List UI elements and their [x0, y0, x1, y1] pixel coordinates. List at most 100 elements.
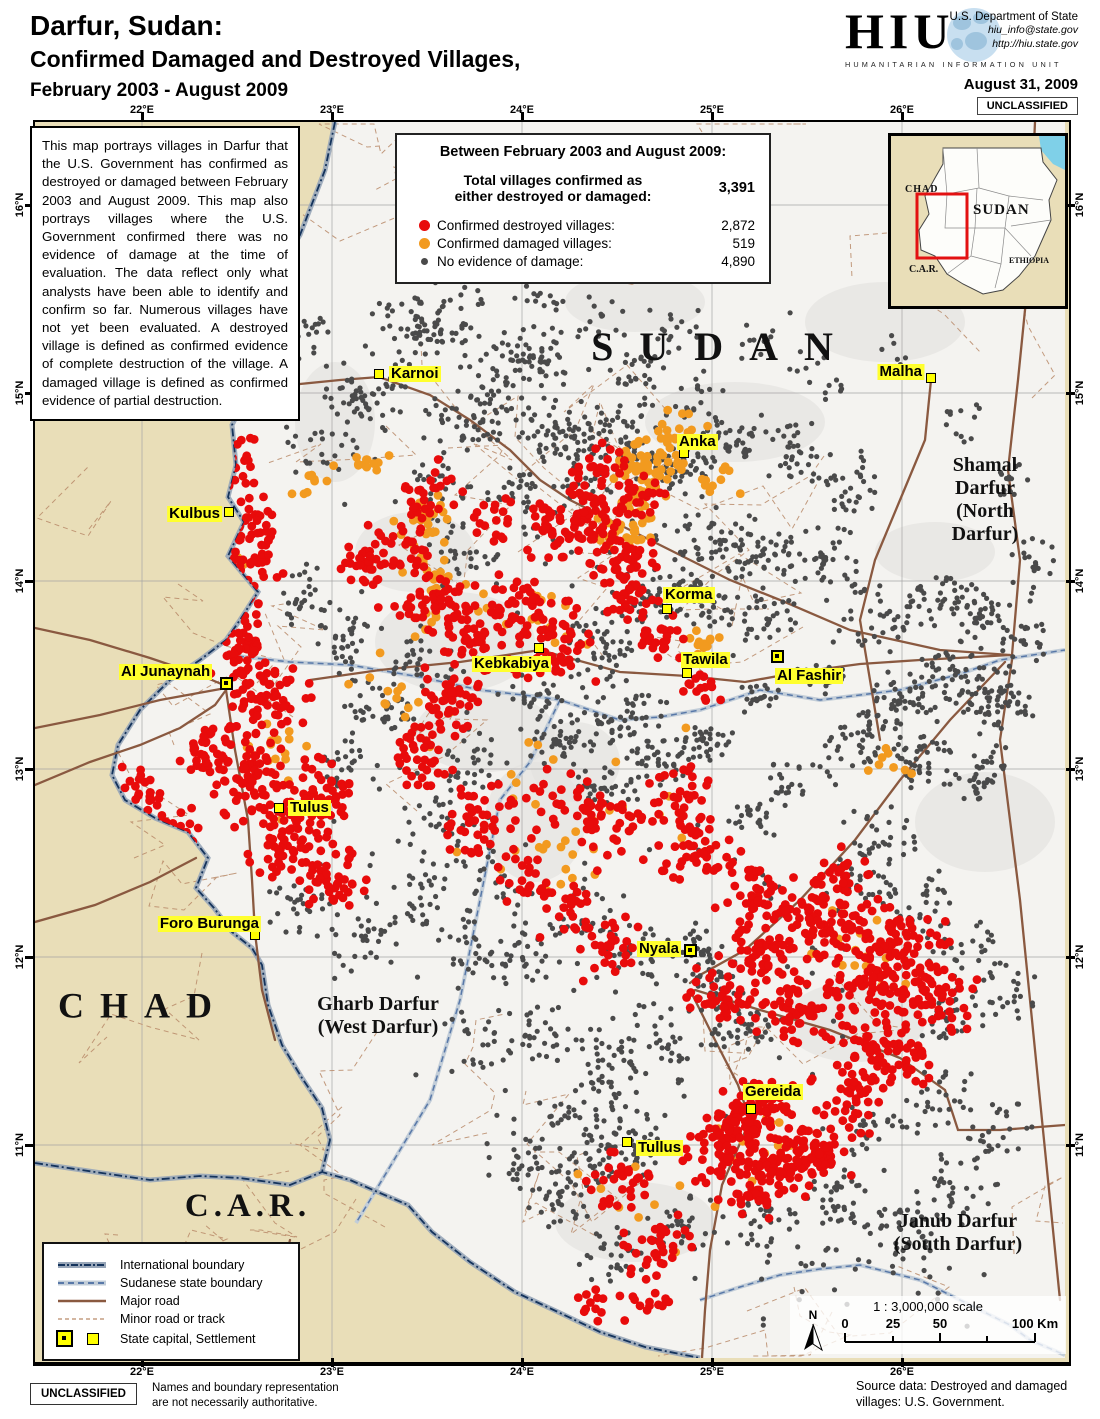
legend-symbols-icon [56, 1330, 108, 1347]
stat-label: No evidence of damage: [437, 254, 584, 269]
inset-label-sudan: SUDAN [973, 202, 1030, 218]
sudan-outline [918, 147, 1058, 295]
lon-label-top: 25°E [700, 104, 724, 116]
hiu-logo: HIU HUMANITARIAN INFORMATION UNIT [845, 3, 1058, 78]
source-note: Source data: Destroyed and damaged villa… [856, 1379, 1068, 1410]
scalebar-tick-label: 50 [932, 1316, 948, 1331]
place-label-gereida: Gereida [743, 1083, 803, 1100]
lat-tick [25, 203, 34, 207]
lon-label-bottom: 26°E [890, 1366, 914, 1378]
lon-tick [520, 112, 524, 121]
red-sea [1039, 136, 1065, 170]
darfur-extent-rect [915, 192, 969, 260]
classification-badge-bottom: UNCLASSIFIED [30, 1383, 137, 1405]
lon-tick [520, 1358, 524, 1367]
lat-tick [25, 1143, 34, 1147]
legend-item-state: Sudanese state boundary [56, 1276, 288, 1290]
lon-tick [710, 112, 714, 121]
damaged-dot-icon [418, 238, 430, 249]
north-arrow-icon: N [804, 1308, 823, 1352]
place-label-tullus: Tullus [636, 1139, 684, 1156]
lon-tick [330, 1358, 334, 1367]
hiu-acronym: HIU [845, 3, 955, 59]
lat-label-right: 11°N [1074, 1133, 1086, 1157]
scalebar-tick-label: 0 [841, 1316, 849, 1331]
place-label-kulbus: Kulbus [167, 505, 222, 522]
region-label-shamal-darfur: Shamal Darfur (North Darfur) [951, 454, 1019, 545]
region-label-gharb-darfur: Gharb Darfur (West Darfur) [317, 993, 439, 1038]
lon-label-bottom: 25°E [700, 1366, 724, 1378]
scalebar-tick-label: 25 [885, 1316, 901, 1331]
boundary-disclaimer: Names and boundary representation are no… [152, 1382, 339, 1409]
place-label-al-junaynah: Al Junaynah [119, 663, 213, 680]
lat-label-right: 13°N [1074, 756, 1086, 782]
lon-label-top: 22°E [130, 104, 154, 116]
settlement-marker-tawila [681, 667, 692, 678]
lat-tick [1066, 203, 1075, 207]
stat-row-destroyed: Confirmed destroyed villages: 2,872 [411, 218, 755, 233]
lon-label-top: 23°E [320, 104, 344, 116]
lon-tick [140, 112, 144, 121]
scalebar-tick-label: 100 Km [1011, 1316, 1059, 1331]
legend-minor-icon [56, 1313, 108, 1325]
legend-label: Major road [120, 1294, 180, 1308]
map-description-text: This map portrays villages in Darfur tha… [42, 138, 288, 408]
statistics-box: Between February 2003 and August 2009: T… [395, 133, 771, 284]
inset-label-ethiopia: ETHIOPIA [1009, 256, 1050, 265]
stat-value: 519 [732, 236, 755, 251]
total-villages-label: Total villages confirmed as either destr… [454, 172, 652, 204]
hiu-unit-name: HUMANITARIAN INFORMATION UNIT [845, 60, 1062, 69]
lon-label-bottom: 22°E [130, 1366, 154, 1378]
place-label-tulus: Tulus [288, 799, 331, 816]
page-date-range: February 2003 - August 2009 [30, 80, 289, 101]
stat-row-none: No evidence of damage: 4,890 [411, 254, 755, 269]
lon-label-bottom: 23°E [320, 1366, 344, 1378]
page-subtitle: Confirmed Damaged and Destroyed Villages… [30, 46, 521, 72]
lat-tick [1066, 767, 1075, 771]
legend-item-symbols: State capital, Settlement [56, 1330, 288, 1347]
region-label-janub-darfur: Janub Darfur (South Darfur) [893, 1210, 1023, 1255]
none-dot-icon [420, 258, 428, 265]
lon-tick [140, 1358, 144, 1367]
lat-label-right: 15°N [1074, 380, 1086, 406]
destroyed-dot-icon [418, 220, 430, 231]
scalebar-ruler [844, 1333, 1036, 1343]
statistics-heading: Between February 2003 and August 2009: [439, 144, 727, 160]
stat-value: 4,890 [721, 254, 755, 269]
legend-major-icon [56, 1295, 108, 1307]
settlement-marker-korma [661, 603, 672, 614]
legend-state-icon [56, 1277, 108, 1289]
place-label-kebkabiya: Kebkabiya [471, 655, 551, 672]
globe-icon [947, 8, 1001, 62]
lon-label-bottom: 24°E [510, 1366, 534, 1378]
legend-items: International boundary Sudanese state bou… [56, 1258, 288, 1347]
place-label-tawila: Tawila [681, 651, 730, 668]
legend-item-minor: Minor road or track [56, 1312, 288, 1326]
scale-ratio-text: 1 : 3,000,000 scale [873, 1299, 983, 1314]
capital-marker-al-fashir [770, 649, 784, 663]
place-label-karnoi: Karnoi [389, 365, 441, 382]
country-label-chad: CHAD [58, 985, 228, 1026]
legend-box: International boundary Sudanese state bou… [42, 1242, 300, 1361]
settlement-marker-kebkabiya [533, 642, 544, 653]
map-date: August 31, 2009 [963, 76, 1078, 93]
legend-label: International boundary [120, 1258, 245, 1272]
lon-label-top: 24°E [510, 104, 534, 116]
place-label-nyala: Nyala [636, 940, 681, 957]
legend-label: State capital, Settlement [120, 1331, 256, 1346]
place-label-anka: Anka [677, 433, 718, 450]
hiu-email: hiu_info@state.gov [987, 24, 1078, 37]
lon-tick [330, 112, 334, 121]
classification-badge-top: UNCLASSIFIED [976, 97, 1078, 115]
stat-label: Confirmed damaged villages: [437, 236, 612, 251]
lat-label-right: 12°N [1074, 944, 1086, 970]
place-label-korma: Korma [663, 586, 715, 603]
legend-label: Sudanese state boundary [120, 1276, 263, 1290]
scalebar: 1 : 3,000,000 scale N 0 25 50 100 Km [790, 1296, 1066, 1354]
lat-tick [25, 955, 34, 959]
village-dots [117, 271, 1056, 1329]
statistics-total-row: Total villages confirmed as either destr… [411, 172, 755, 204]
inset-label-chad: CHAD [905, 184, 939, 195]
sudan-locator-inset: CHAD SUDAN C.A.R. ETHIOPIA [888, 133, 1068, 309]
